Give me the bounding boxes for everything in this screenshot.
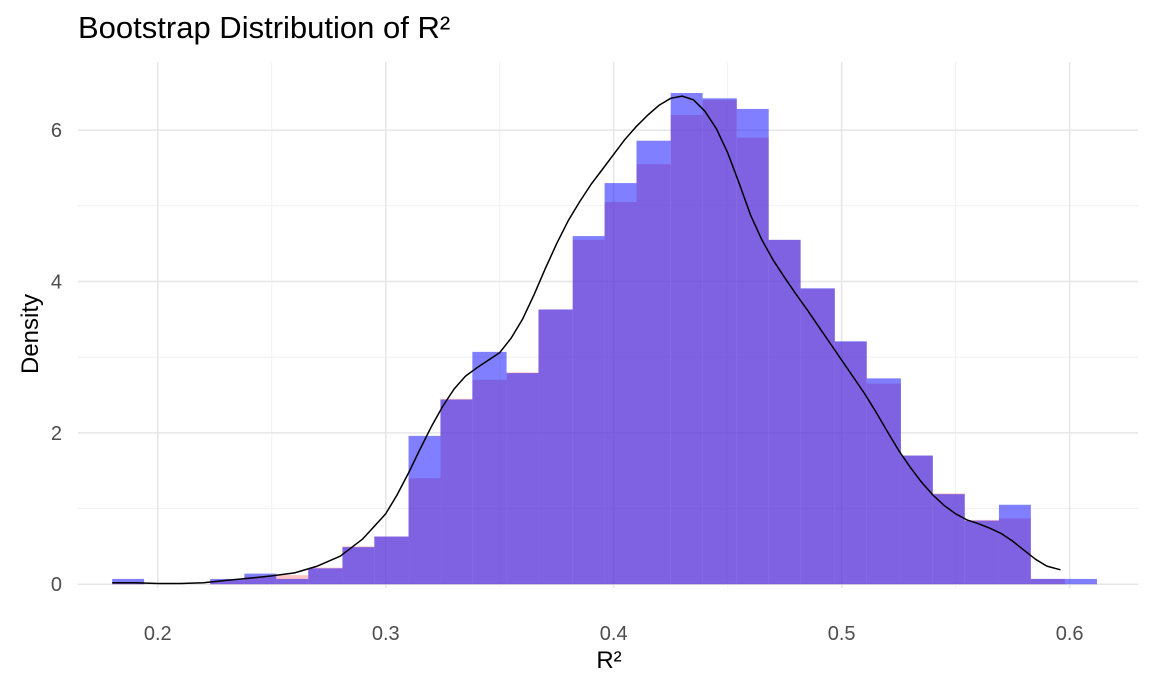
- histogram-bar-blue: [308, 568, 343, 585]
- histogram-bar-blue: [736, 108, 769, 585]
- histogram-bar-blue: [768, 239, 801, 585]
- y-axis-ticks: 0 2 4 6: [51, 120, 62, 596]
- histogram-bar-blue: [276, 578, 309, 585]
- histogram-bar-blue: [998, 504, 1031, 585]
- chart-title: Bootstrap Distribution of R²: [78, 10, 451, 45]
- y-tick-label: 2: [51, 423, 62, 445]
- density-curve: [112, 95, 1061, 585]
- y-tick-label: 0: [51, 574, 62, 596]
- histogram-bar-blue: [604, 183, 637, 585]
- y-axis-title: Density: [17, 294, 44, 374]
- x-axis-ticks: 0.2 0.3 0.4 0.5 0.6: [144, 623, 1084, 645]
- x-tick-label: 0.3: [372, 623, 400, 645]
- histogram-bar-blue: [538, 309, 573, 585]
- x-axis-title: R²: [596, 647, 621, 674]
- x-tick-label: 0.4: [600, 623, 628, 645]
- histogram-series-blue: [112, 93, 1097, 585]
- histogram-bar-blue: [636, 140, 671, 585]
- y-tick-label: 4: [51, 271, 62, 293]
- density-line: [112, 95, 1061, 585]
- histogram-bar-blue: [374, 536, 409, 585]
- histogram-bar-blue: [506, 373, 539, 585]
- x-tick-label: 0.6: [1056, 623, 1084, 645]
- histogram-bar-blue: [866, 378, 901, 585]
- histogram-bar-blue: [244, 573, 277, 585]
- y-tick-label: 6: [51, 120, 62, 142]
- histogram-bar-blue: [1030, 578, 1066, 585]
- histogram-bar-blue: [112, 578, 145, 585]
- histogram-bar-blue: [670, 93, 703, 585]
- histogram-bar-blue: [834, 341, 867, 585]
- histogram-bar-blue: [964, 520, 999, 585]
- histogram-bar-blue: [800, 288, 835, 585]
- histogram-bar-blue: [472, 351, 507, 585]
- histogram-bar-blue: [440, 399, 473, 585]
- histogram-bar-blue: [932, 494, 965, 585]
- x-tick-label: 0.5: [828, 623, 856, 645]
- histogram-bar-blue: [408, 435, 441, 585]
- histogram-bar-blue: [1065, 578, 1097, 585]
- histogram-bar-blue: [702, 98, 737, 585]
- x-tick-label: 0.2: [144, 623, 172, 645]
- histogram-bar-blue: [572, 236, 605, 585]
- histogram-bar-blue: [342, 547, 375, 585]
- histogram-bar-blue: [210, 578, 245, 585]
